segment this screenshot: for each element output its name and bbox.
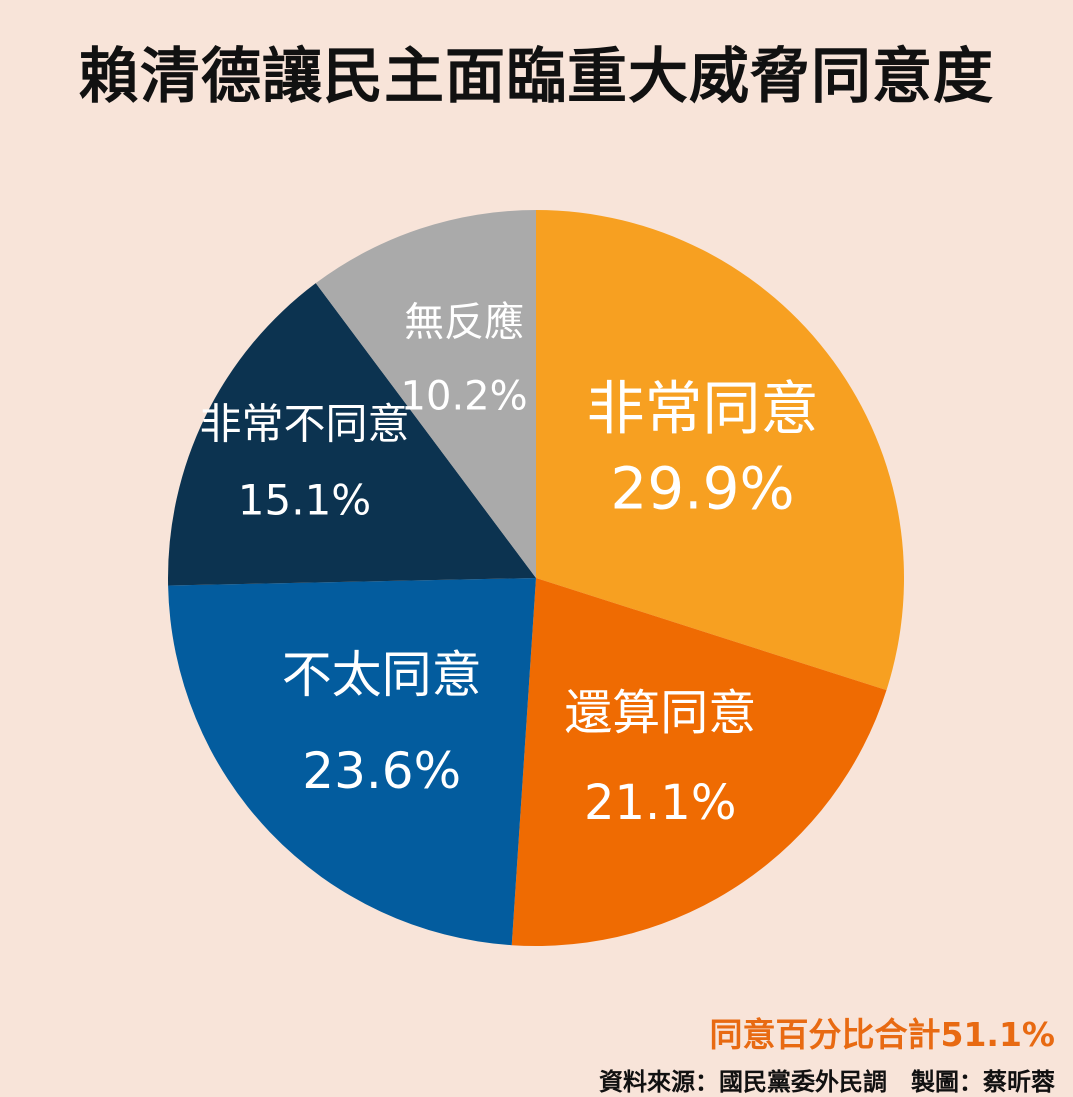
pie-slice: [511, 578, 887, 947]
chart-title: 賴清德讓民主面臨重大威脅同意度: [79, 42, 994, 112]
slice-label: 無反應: [404, 300, 524, 346]
source-credit: 資料來源：國民黨委外民調 製圖：蔡昕蓉: [599, 1068, 1055, 1096]
pie-slice: [168, 578, 536, 946]
slice-value-label: 23.6%: [302, 742, 461, 800]
agreement-total-note: 同意百分比合計51.1%: [709, 1015, 1056, 1054]
pie-slice: [315, 210, 536, 578]
pie-slices: [168, 210, 905, 947]
slice-label: 還算同意: [564, 685, 756, 741]
pie-slice: [168, 283, 536, 586]
slice-label: 不太同意: [282, 646, 482, 704]
slice-value-label: 29.9%: [610, 455, 794, 523]
slice-label: 非常不同意: [199, 399, 409, 448]
slice-value-label: 10.2%: [401, 374, 528, 420]
slice-value-label: 21.1%: [584, 775, 736, 831]
slice-value-label: 15.1%: [238, 475, 371, 524]
slice-label: 非常同意: [586, 375, 818, 443]
pie-labels: 非常同意 29.9% 還算同意 21.1% 不太同意 23.6% 非常不同意 15.1% 無反應…: [199, 300, 818, 831]
pie-slice: [536, 210, 905, 691]
